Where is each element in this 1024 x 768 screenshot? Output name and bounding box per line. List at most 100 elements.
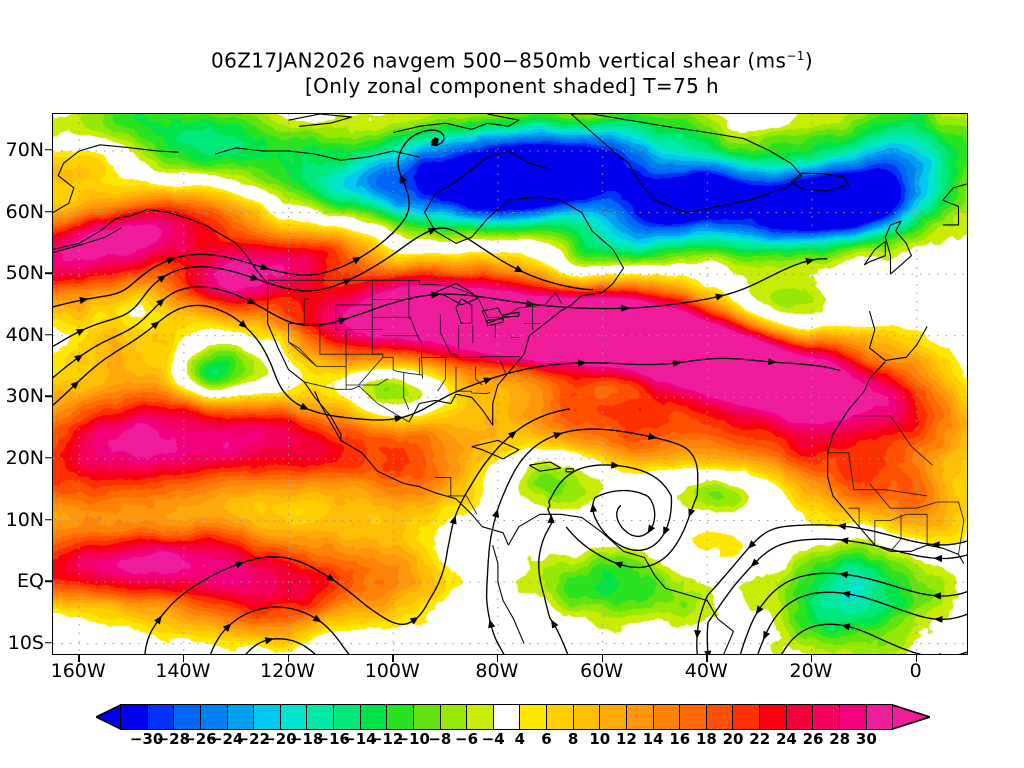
x-tick-mark: [810, 655, 813, 662]
x-tick-mark: [601, 655, 604, 662]
colorbar-tick--12: −12: [369, 730, 404, 748]
colorbar-cell-9: [360, 705, 388, 729]
colorbar-cell-5: [254, 705, 281, 729]
colorbar-cell-20: [653, 705, 681, 729]
colorbar-tick--4: −4: [481, 730, 505, 748]
x-tick-mark: [915, 655, 918, 662]
map-plot-area[interactable]: [52, 113, 968, 655]
x-tick-label-80W: 80W: [475, 660, 519, 682]
y-tick-mark: [45, 457, 52, 459]
x-tick-label-0: 0: [909, 660, 922, 682]
x-axis: 160W 140W 120W 100W 80W 60W 40W 20W 0: [51, 655, 968, 689]
x-tick-mark: [182, 655, 185, 662]
colorbar-tick-6: 6: [541, 730, 552, 748]
colorbar-tick-28: 28: [829, 730, 851, 748]
colorbar-cell-18: [600, 705, 627, 729]
colorbar-tick--8: −8: [428, 730, 452, 748]
chart-title-block: 06Z17JAN2026 navgem 500−850mb vertical s…: [0, 44, 1024, 99]
chart-title-line-1: 06Z17JAN2026 navgem 500−850mb vertical s…: [0, 44, 1024, 74]
y-tick-label-10N: 10N: [5, 508, 44, 531]
title-text-suffix: ): [804, 48, 814, 73]
colorbar-cell-19: [626, 705, 654, 729]
shear-field-heatmap: [53, 114, 967, 654]
map-overlay-streamlines-coastlines: [53, 114, 967, 654]
colorbar-tick-24: 24: [775, 730, 797, 748]
title-text-mid: −850mb vertical shear (ms: [501, 48, 787, 73]
colorbar-tick-4: 4: [514, 730, 526, 748]
y-tick-mark: [45, 333, 52, 336]
y-tick-mark: [45, 210, 52, 213]
colorbar-cell-11: [413, 705, 441, 729]
colorbar-tick-12: 12: [616, 730, 637, 748]
y-tick-label-70N: 70N: [5, 138, 44, 161]
colorbar-cell-15: [520, 705, 547, 729]
colorbar-cell-6: [280, 705, 308, 729]
colorbar-cells: [120, 704, 893, 730]
colorbar-tick--14: −14: [343, 730, 377, 748]
colorbar-tick--26: −26: [183, 730, 217, 748]
y-axis: 70N 60N 50N 40N 30N 20N 10N EQ 10S: [0, 113, 52, 655]
x-tick-label-100W: 100W: [364, 660, 420, 682]
y-tick-label-20N: 20N: [5, 446, 44, 469]
colorbar-tick--30: −30: [129, 730, 164, 748]
colorbar-cell-3: [200, 705, 228, 729]
colorbar-tick-10: 10: [589, 730, 611, 748]
y-tick-label-40N: 40N: [5, 323, 44, 346]
colorbar-cell-23: [733, 705, 760, 729]
colorbar-tick--24: −24: [209, 730, 244, 748]
colorbar-tick-14: 14: [642, 730, 664, 748]
colorbar-cell-7: [307, 705, 334, 729]
colorbar-right-extend-arrow: [892, 704, 930, 730]
colorbar-cell-22: [706, 705, 734, 729]
x-tick-label-40W: 40W: [684, 660, 728, 682]
colorbar-tick--20: −20: [263, 730, 297, 748]
streamline-arrowheads: [70, 137, 943, 654]
title-superscript: −1: [786, 49, 805, 63]
x-tick-mark: [706, 655, 708, 662]
colorbar-cell-27: [839, 705, 867, 729]
y-tick-label-50N: 50N: [5, 262, 44, 285]
colorbar-bar-row: [96, 704, 930, 730]
x-tick-mark: [287, 655, 290, 662]
x-tick-mark: [78, 655, 80, 662]
colorbar-tick-30: 30: [855, 730, 877, 748]
colorbar-cell-13: [467, 705, 494, 729]
colorbar-cell-1: [147, 705, 175, 729]
y-tick-label-EQ: EQ: [17, 570, 44, 593]
colorbar-cell-25: [786, 705, 814, 729]
y-tick-mark: [45, 149, 52, 151]
colorbar-tick-18: 18: [695, 730, 717, 748]
y-tick-label-10S: 10S: [7, 631, 44, 654]
colorbar-tick-labels: −30 −28 −26 −24 −22 −20 −18 −16 −14 −12 −10 −8 −6 −4 4…: [96, 730, 930, 754]
colorbar-cell-24: [760, 705, 787, 729]
x-tick-mark: [392, 655, 394, 662]
colorbar-cell-21: [680, 705, 707, 729]
colorbar-cell-16: [547, 705, 574, 729]
coastlines: [53, 114, 967, 654]
colorbar-tick--28: −28: [156, 730, 191, 748]
colorbar-tick-22: 22: [749, 730, 771, 748]
y-tick-mark: [45, 272, 52, 274]
colorbar-tick--6: −6: [455, 730, 479, 748]
colorbar-tick--10: −10: [396, 730, 430, 748]
x-tick-mark: [496, 655, 499, 662]
y-tick-mark: [45, 641, 52, 644]
colorbar-cell-17: [573, 705, 601, 729]
colorbar-cell-14: [493, 705, 521, 729]
colorbar-tick--18: −18: [289, 730, 324, 748]
colorbar[interactable]: −30 −28 −26 −24 −22 −20 −18 −16 −14 −12 −10 −8 −6 −4 4…: [0, 700, 1024, 756]
title-text-main: 06Z17JAN2026 navgem 500: [210, 48, 502, 73]
y-tick-mark: [45, 395, 52, 398]
colorbar-left-extend-arrow: [96, 704, 121, 730]
colorbar-cell-26: [813, 705, 840, 729]
colorbar-cell-2: [174, 705, 201, 729]
political-borders: [267, 279, 965, 555]
y-tick-mark: [45, 580, 52, 582]
colorbar-cell-10: [387, 705, 414, 729]
streamlines: [53, 129, 967, 654]
colorbar-cell-4: [227, 705, 255, 729]
colorbar-tick-20: 20: [722, 730, 744, 748]
colorbar-cell-8: [334, 705, 361, 729]
colorbar-cell-0: [121, 705, 148, 729]
colorbar-tick--22: −22: [236, 730, 270, 748]
